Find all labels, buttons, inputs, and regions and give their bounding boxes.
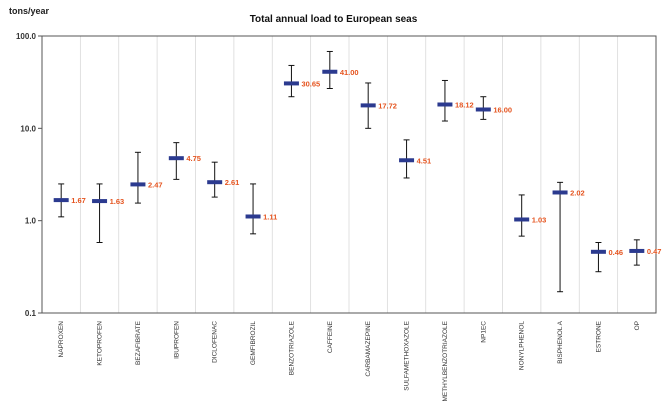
data-point-group: 4.51: [399, 139, 432, 179]
x-axis-labels: NAPROXEN KETOPROFEN BEZAFIBRATE IBUPROFEN DI…: [58, 320, 641, 401]
x-category-label: KETOPROFEN: [97, 321, 104, 366]
mean-marker: [360, 103, 376, 108]
value-label: 0.47: [647, 247, 662, 256]
value-label: 2.02: [570, 188, 585, 197]
x-category-label: METHYLBENZOTRIAZOLE: [442, 320, 449, 401]
x-category-label: CAFFEINE: [327, 320, 334, 353]
x-category-label: ESTRONE: [595, 320, 602, 352]
data-point-group: 4.75: [168, 142, 201, 180]
mean-marker: [514, 217, 530, 222]
value-label: 2.61: [225, 178, 240, 187]
mean-marker: [283, 81, 299, 86]
mean-marker: [322, 69, 338, 74]
mean-marker: [399, 158, 415, 163]
data-point-group: 30.65: [283, 64, 320, 98]
value-label: 1.11: [263, 212, 277, 221]
value-label: 4.51: [417, 156, 432, 165]
x-category-label: GEMFIBROZIL: [250, 321, 257, 365]
data-point-group: 18.12: [437, 79, 474, 122]
x-category-label: NAPROXEN: [58, 321, 65, 358]
x-category-label: NP1EC: [480, 321, 487, 343]
mean-marker: [437, 102, 453, 107]
mean-marker: [475, 107, 491, 112]
value-label: 17.72: [378, 101, 397, 110]
data-point-group: 2.61: [207, 161, 240, 198]
data-point-group: 1.67: [53, 183, 86, 218]
mean-marker: [207, 180, 223, 185]
data-point-group: 1.11: [245, 183, 277, 235]
x-category-label: BENZOTRIAZOLE: [288, 320, 295, 375]
mean-marker: [168, 156, 184, 161]
value-label: 30.65: [301, 79, 320, 88]
y-axis: 0.1 1.0 10.0 100.0: [16, 32, 42, 318]
x-category-label: DICLOFENAC: [212, 321, 219, 363]
mean-marker: [245, 214, 261, 219]
value-label: 1.03: [532, 215, 547, 224]
value-label: 16.00: [493, 105, 512, 114]
y-tick-label: 0.1: [25, 309, 37, 318]
mean-marker: [130, 182, 146, 187]
y-tick-label: 10.0: [20, 124, 36, 133]
data-point-group: 41.00: [322, 50, 359, 90]
grid-lines: [79, 36, 619, 313]
data-point-group: 0.46: [590, 242, 623, 273]
y-tick-label: 100.0: [16, 32, 37, 41]
mean-marker: [92, 199, 108, 204]
mean-marker: [53, 198, 69, 203]
data-point-group: 1.63: [92, 183, 125, 244]
data-point-group: 2.02: [552, 181, 585, 293]
x-category-label: BISPHENOL A: [557, 320, 564, 363]
value-label: 2.47: [148, 180, 163, 189]
y-unit-label: tons/year: [9, 6, 50, 16]
data-point-group: 16.00: [475, 96, 512, 120]
x-category-label: NONYLPHENOL: [519, 321, 526, 371]
mean-marker: [552, 190, 568, 195]
plot-frame: [41, 35, 657, 314]
mean-marker: [629, 248, 645, 253]
value-label: 41.00: [340, 68, 359, 77]
x-category-label: SULFAMETHOXAZOLE: [404, 320, 411, 390]
chart-title: Total annual load to European seas: [249, 14, 418, 25]
x-category-label: CARBAMAZEPINE: [365, 320, 372, 376]
data-point-group: 17.72: [360, 82, 397, 129]
y-tick-label: 1.0: [25, 217, 37, 226]
value-label: 0.46: [608, 248, 623, 257]
value-label: 1.63: [110, 197, 125, 206]
data-point-group: 0.47: [629, 239, 662, 266]
data-marks: 1.67 1.63 2.47 4.75 2.61 1.11 30.65 41.00 17.72 4…: [53, 50, 662, 293]
data-point-group: 1.03: [514, 194, 547, 237]
value-label: 18.12: [455, 100, 474, 109]
data-point-group: 2.47: [130, 151, 163, 204]
value-label: 1.67: [71, 196, 86, 205]
x-category-label: OP: [634, 321, 641, 330]
value-label: 4.75: [186, 154, 201, 163]
x-category-label: BEZAFIBRATE: [135, 320, 142, 365]
mean-marker: [590, 249, 606, 254]
x-category-label: IBUPROFEN: [173, 321, 180, 359]
